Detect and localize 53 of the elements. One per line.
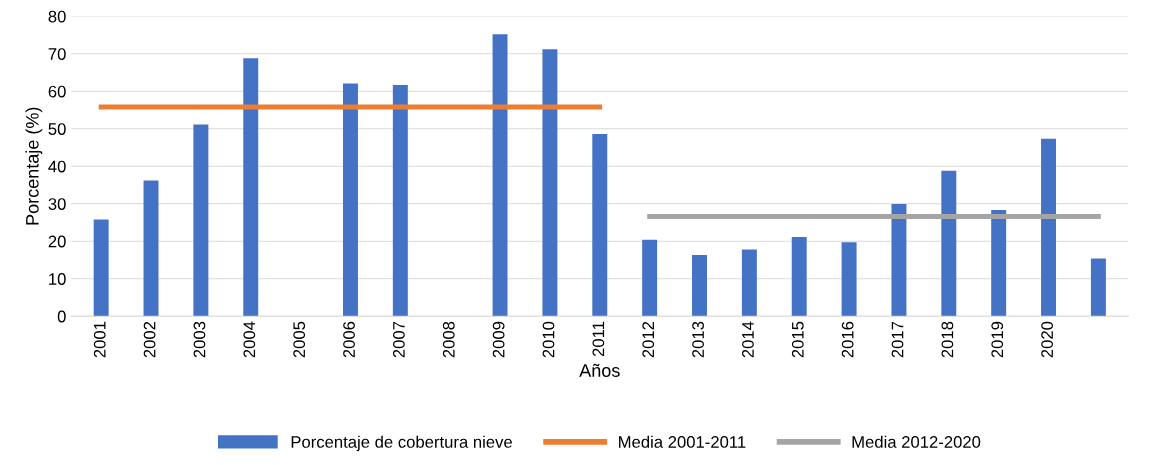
x-tick-label: 2001 xyxy=(93,321,106,358)
x-tick-label: 2015 xyxy=(791,321,804,358)
bar xyxy=(93,219,109,317)
x-tick-label: 2010 xyxy=(542,321,555,358)
x-tick-label: 2011 xyxy=(592,321,605,357)
x-tick-label: 2007 xyxy=(393,321,405,358)
y-tick-label: 70 xyxy=(48,48,66,60)
bar xyxy=(1041,138,1057,317)
x-tick-label: 2018 xyxy=(941,321,954,358)
bar xyxy=(392,84,408,317)
x-axis-title: Años xyxy=(579,363,620,377)
x-tick-label: 2005 xyxy=(293,321,306,358)
bar xyxy=(542,49,558,317)
legend-label: Media 2012-2020 xyxy=(852,435,981,448)
bar xyxy=(492,34,508,317)
bar xyxy=(143,180,159,317)
x-tick-label: 2004 xyxy=(243,321,256,358)
bar xyxy=(193,124,209,317)
y-tick-label: 20 xyxy=(48,235,66,248)
x-tick-label: 2003 xyxy=(193,321,206,358)
x-tick-label: 2008 xyxy=(442,321,455,358)
bar xyxy=(741,249,757,317)
y-axis-title: Porcentaje (%) xyxy=(25,107,43,225)
y-tick-label: 30 xyxy=(48,198,66,210)
bar xyxy=(991,210,1007,317)
legend-label: Media 2001-2011 xyxy=(619,435,746,448)
bar xyxy=(941,170,957,317)
bar xyxy=(791,237,807,317)
bar xyxy=(342,83,358,317)
x-tick-label: 2002 xyxy=(143,321,156,358)
x-tick-label: 2009 xyxy=(492,321,505,358)
bar xyxy=(243,58,259,317)
y-tick-label: 0 xyxy=(57,310,66,323)
y-tick-label: 10 xyxy=(49,273,66,285)
x-tick-label: 2013 xyxy=(692,321,704,358)
x-tick-label: 2006 xyxy=(343,321,355,358)
bar xyxy=(692,255,707,317)
bar xyxy=(1090,258,1106,317)
x-tick-label: 2016 xyxy=(841,321,854,358)
x-tick-label: 2014 xyxy=(742,321,754,358)
y-tick-label: 60 xyxy=(48,85,66,98)
y-tick-label: 50 xyxy=(48,123,66,135)
x-tick-label: 2020 xyxy=(1041,321,1054,358)
legend-label: Porcentaje de cobertura nieve xyxy=(291,435,512,452)
x-tick-label: 2017 xyxy=(891,321,904,358)
y-tick-label: 40 xyxy=(48,160,66,173)
x-tick-label: 2019 xyxy=(991,321,1004,358)
bar xyxy=(891,204,907,317)
y-tick-label: 80 xyxy=(48,10,66,23)
bar xyxy=(592,134,608,317)
bar xyxy=(841,242,857,317)
bar xyxy=(642,239,658,317)
x-tick-label: 2012 xyxy=(642,321,655,358)
